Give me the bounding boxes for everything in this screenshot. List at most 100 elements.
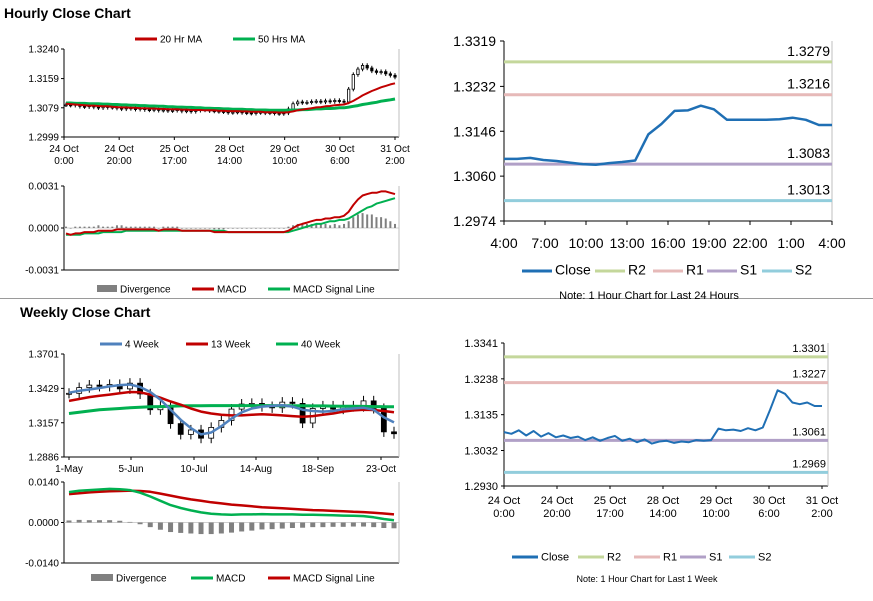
hourly-macd-divergence-bar (366, 214, 369, 228)
hourly-price-y-tick-label: 1.3240 (28, 45, 59, 56)
weekly-macd-divergence-bar (66, 520, 72, 523)
hourly-macd-divergence-bar (115, 225, 118, 228)
hourly-price-candle-body (393, 74, 397, 78)
hourly-macd-divergence-bar (78, 226, 81, 228)
weekly-macd-divergence-bar (300, 522, 306, 528)
hourly-macd-divergence-bar (88, 226, 91, 228)
weekly-price-y-tick-label: 1.3701 (28, 350, 59, 361)
weekly-macd-divergence-bar (269, 522, 275, 530)
weekly-macd-divergence-bar (188, 522, 194, 534)
hourly-price-x-tick-label: 28 Oct (215, 144, 245, 155)
weekly-macd-divergence-bar (361, 522, 367, 527)
hourly-macd-divergence-bar (287, 226, 290, 228)
weekly-macd-chart: 0.0140 0.0000 -0.0140 Divergence MACD MACD Si… (25, 478, 400, 585)
hourly-macd-divergence-bar (268, 228, 271, 229)
weekly-macd-legend-label: MACD Signal Line (293, 574, 375, 585)
hourly-24h-r1-label: 1.3216 (787, 76, 830, 92)
hourly-macd-divergence-bar (199, 228, 202, 229)
weekly-1w-x-tick-label: 30 Oct (753, 495, 785, 507)
weekly-1w-y-tick-label: 1.3238 (464, 374, 498, 386)
hourly-price-x-tick-label: 14:00 (217, 156, 242, 167)
weekly-1w-y-tick-label: 1.3341 (464, 338, 498, 350)
hourly-macd-divergence-bar (259, 228, 262, 229)
hourly-macd-divergence-bar (264, 228, 267, 229)
hourly-price-y-tick-label: 1.3079 (28, 103, 59, 114)
hourly-macd-divergence-bar (120, 225, 123, 228)
hourly-macd-divergence-bar (380, 217, 383, 228)
weekly-price-candle-body (96, 384, 103, 387)
weekly-price-y-tick-label: 1.3429 (28, 384, 59, 395)
hourly-macd-divergence-bar (106, 226, 109, 228)
hourly-macd-divergence-bar (343, 223, 346, 228)
hourly-macd-divergence-bar (231, 228, 234, 229)
hourly-macd-divergence-bar (222, 228, 225, 230)
weekly-price-w40-line (68, 404, 395, 415)
hourly-macd-divergence-bar (125, 226, 128, 228)
hourly-price-candle-body (231, 111, 235, 114)
weekly-macd-y-tick-label: -0.0140 (25, 559, 59, 570)
weekly-macd-divergence-bar (330, 522, 336, 527)
weekly-1w-legend-label: R1 (663, 552, 677, 564)
hourly-macd-divergence-bar (250, 228, 253, 229)
hourly-macd-divergence-bar (254, 228, 257, 229)
hourly-price-x-tick-label: 30 Oct (325, 144, 355, 155)
hourly-price-candle-body (300, 101, 304, 104)
hourly-price-x-tick-label: 31 Oct (380, 144, 410, 155)
hourly-24h-x-tick-label: 4:00 (818, 235, 845, 251)
hourly-macd-divergence-bar (315, 223, 318, 228)
hourly-price-candle-body (351, 74, 355, 90)
hourly-price-candle-body (96, 106, 101, 109)
hourly-price-candle-body (147, 109, 152, 112)
weekly-1w-x-tick-label: 25 Oct (594, 495, 626, 507)
weekly-macd-divergence-bar (371, 522, 377, 528)
weekly-1w-legend-label: Close (541, 552, 569, 564)
hourly-price-candle-body (384, 71, 388, 75)
hourly-macd-divergence-bar (194, 228, 197, 229)
hourly-24h-x-tick-label: 13:00 (609, 235, 644, 251)
weekly-macd-divergence-bar (350, 522, 356, 527)
hourly-price-candle-body (347, 88, 351, 103)
hourly-macd-divergence-bar (245, 228, 248, 229)
weekly-price-y-tick-label: 1.3157 (28, 418, 59, 429)
weekly-price-x-tick-label: 18-Sep (302, 464, 335, 475)
hourly-price-candle-body (305, 101, 309, 104)
weekly-1w-note: Note: 1 Hour Chart for Last 1 Week (577, 574, 718, 584)
hourly-price-ma20-line (65, 82, 396, 114)
weekly-price-candle-body (391, 431, 397, 435)
hourly-24h-legend-label: R2 (628, 262, 646, 278)
hourly-macd-legend-label: MACD (217, 285, 246, 296)
hourly-macd-macd-line (65, 190, 396, 236)
hourly-macd-divergence-bar (83, 226, 86, 228)
hourly-24h-y-tick-label: 1.2974 (453, 213, 496, 229)
weekly-1w-x-tick-label: 14:00 (649, 508, 677, 520)
hourly-price-x-tick-label: 10:00 (272, 156, 297, 167)
weekly-1w-x-tick-label: 2:00 (811, 508, 832, 520)
hourly-price-candle-body (365, 65, 369, 69)
hourly-price-candle-body (314, 100, 318, 103)
hourly-24h-s2-label: 1.3013 (787, 182, 830, 198)
hourly-price-candle-body (161, 109, 165, 112)
hourly-price-legend-label: 20 Hr MA (160, 35, 203, 46)
weekly-price-candle-body (177, 423, 184, 435)
weekly-1w-x-tick-label: 0:00 (493, 508, 514, 520)
hourly-macd-divergence-bar (356, 214, 359, 228)
hourly-price-ma50-line (66, 97, 396, 112)
hourly-24h-x-tick-label: 7:00 (531, 235, 558, 251)
hourly-price-candle-body (184, 110, 189, 113)
hourly-macd-divergence-bar (129, 226, 132, 228)
hourly-price-candle-body (245, 112, 249, 114)
weekly-1w-x-tick-label: 20:00 (543, 508, 571, 520)
hourly-macd-divergence-bar (166, 226, 169, 228)
hourly-macd-divergence-bar (347, 221, 350, 228)
hourly-macd-divergence-bar (241, 228, 244, 229)
hourly-24h-y-tick-label: 1.3146 (453, 123, 496, 139)
weekly-section-title: Weekly Close Chart (20, 304, 151, 320)
hourly-macd-divergence-bar (319, 223, 322, 228)
hourly-price-candle-body (379, 71, 383, 74)
hourly-price-y-tick-label: 1.2999 (28, 133, 59, 144)
weekly-price-candle-body (289, 401, 296, 404)
weekly-price-w13-line (68, 390, 395, 418)
hourly-macd-divergence-bar (134, 226, 137, 228)
hourly-price-candle-body (309, 101, 314, 103)
weekly-macd-divergence-bar (117, 520, 123, 523)
